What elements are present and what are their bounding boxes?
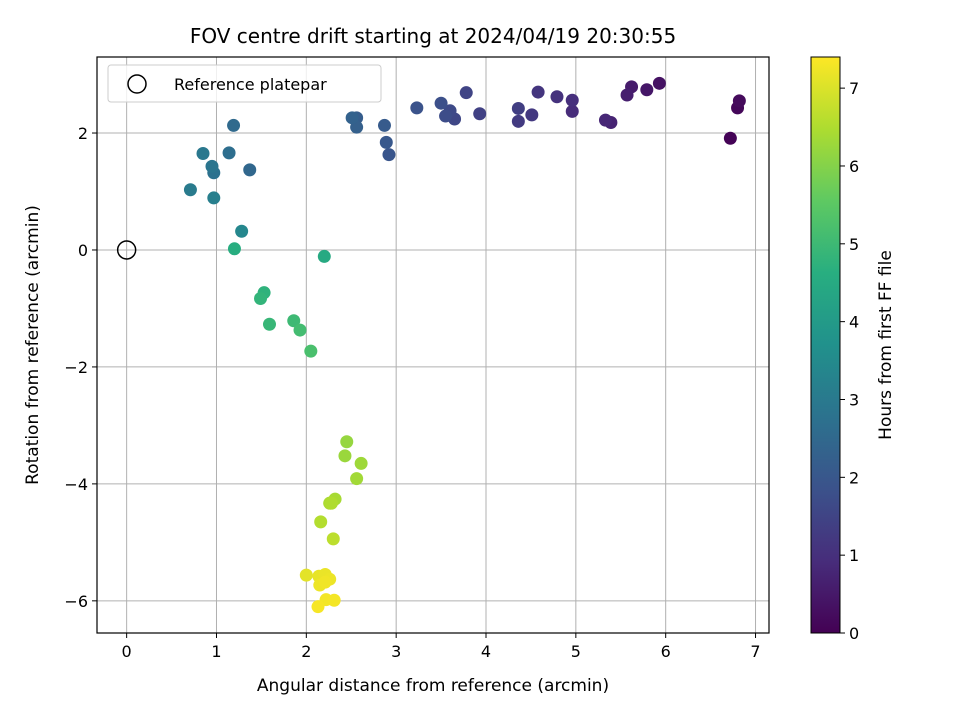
data-point <box>598 113 612 127</box>
colorbar-tick-label: 2 <box>849 468 859 487</box>
data-point <box>511 114 525 128</box>
legend-label: Reference platepar <box>174 75 327 94</box>
data-point <box>379 135 393 149</box>
data-point <box>531 85 545 99</box>
data-point <box>350 472 364 486</box>
data-point <box>317 249 331 263</box>
colorbar-axis: 0 1 2 3 4 5 6 7 <box>840 79 859 643</box>
data-point <box>620 88 634 102</box>
y-tick-label: −6 <box>64 592 88 611</box>
colorbar-tick-label: 7 <box>849 79 859 98</box>
legend: Reference platepar <box>107 64 382 103</box>
colorbar-label: Hours from first FF file <box>876 250 896 440</box>
data-point <box>565 104 579 118</box>
data-point <box>324 496 338 510</box>
data-point <box>382 148 396 162</box>
y-axis: 2 0 −2 −4 −6 <box>64 124 97 611</box>
data-point <box>227 118 241 132</box>
data-point <box>640 83 654 97</box>
data-point <box>723 131 737 145</box>
data-point <box>311 600 325 614</box>
colorbar-tick-label: 3 <box>849 390 859 409</box>
x-tick-label: 6 <box>661 642 671 661</box>
data-point <box>287 314 301 328</box>
data-point <box>205 159 219 173</box>
plot-frame <box>96 56 770 634</box>
data-point <box>410 101 424 115</box>
data-point <box>439 109 453 123</box>
data-point <box>377 118 391 132</box>
colorbar-tick-label: 4 <box>849 313 859 332</box>
x-tick-label: 1 <box>211 642 221 661</box>
data-point <box>340 435 354 449</box>
data-point <box>318 575 332 589</box>
data-point <box>473 107 487 121</box>
reference-marker <box>116 240 137 260</box>
data-point <box>293 323 307 337</box>
x-tick-label: 0 <box>122 642 132 661</box>
data-point <box>222 146 236 160</box>
data-point <box>196 146 210 160</box>
data-point <box>338 449 352 463</box>
legend-box <box>107 64 382 103</box>
data-point <box>565 93 579 107</box>
colorbar-tick-label: 0 <box>849 624 859 643</box>
y-tick-label: −4 <box>64 475 88 494</box>
data-point <box>550 90 564 104</box>
colorbar-tick-label: 5 <box>849 235 859 254</box>
colorbar-tick-label: 6 <box>849 157 859 176</box>
data-point <box>243 163 257 177</box>
data-points <box>183 76 746 614</box>
y-tick-label: −2 <box>64 358 88 377</box>
x-axis: 0 1 2 3 4 5 6 7 <box>122 633 761 661</box>
x-tick-label: 5 <box>571 642 581 661</box>
x-tick-label: 2 <box>301 642 311 661</box>
data-point <box>434 96 448 110</box>
data-point <box>354 456 368 470</box>
y-tick-label: 0 <box>78 241 88 260</box>
data-point <box>327 593 341 607</box>
x-tick-label: 7 <box>750 642 760 661</box>
data-point <box>183 183 197 197</box>
data-point <box>299 568 313 582</box>
x-tick-label: 4 <box>481 642 491 661</box>
data-point <box>326 532 340 546</box>
data-point <box>207 191 221 205</box>
data-point <box>235 224 249 238</box>
colorbar-tick-label: 1 <box>849 546 859 565</box>
y-axis-label: Rotation from reference (arcmin) <box>23 205 43 485</box>
data-point <box>345 111 359 125</box>
chart-title: FOV centre drift starting at 2024/04/19 … <box>190 24 676 48</box>
x-axis-label: Angular distance from reference (arcmin) <box>257 676 609 696</box>
y-tick-label: 2 <box>78 124 88 143</box>
grid <box>97 57 769 633</box>
data-point <box>511 101 525 115</box>
data-point <box>262 317 276 331</box>
data-point <box>459 86 473 100</box>
colorbar <box>810 56 841 634</box>
legend-reference-marker <box>127 74 147 94</box>
data-point <box>652 76 666 90</box>
data-point <box>525 108 539 122</box>
data-point <box>304 344 318 358</box>
data-point <box>732 94 746 108</box>
data-point <box>227 242 241 256</box>
data-point <box>314 515 328 529</box>
x-tick-label: 3 <box>391 642 401 661</box>
data-point <box>254 292 268 306</box>
